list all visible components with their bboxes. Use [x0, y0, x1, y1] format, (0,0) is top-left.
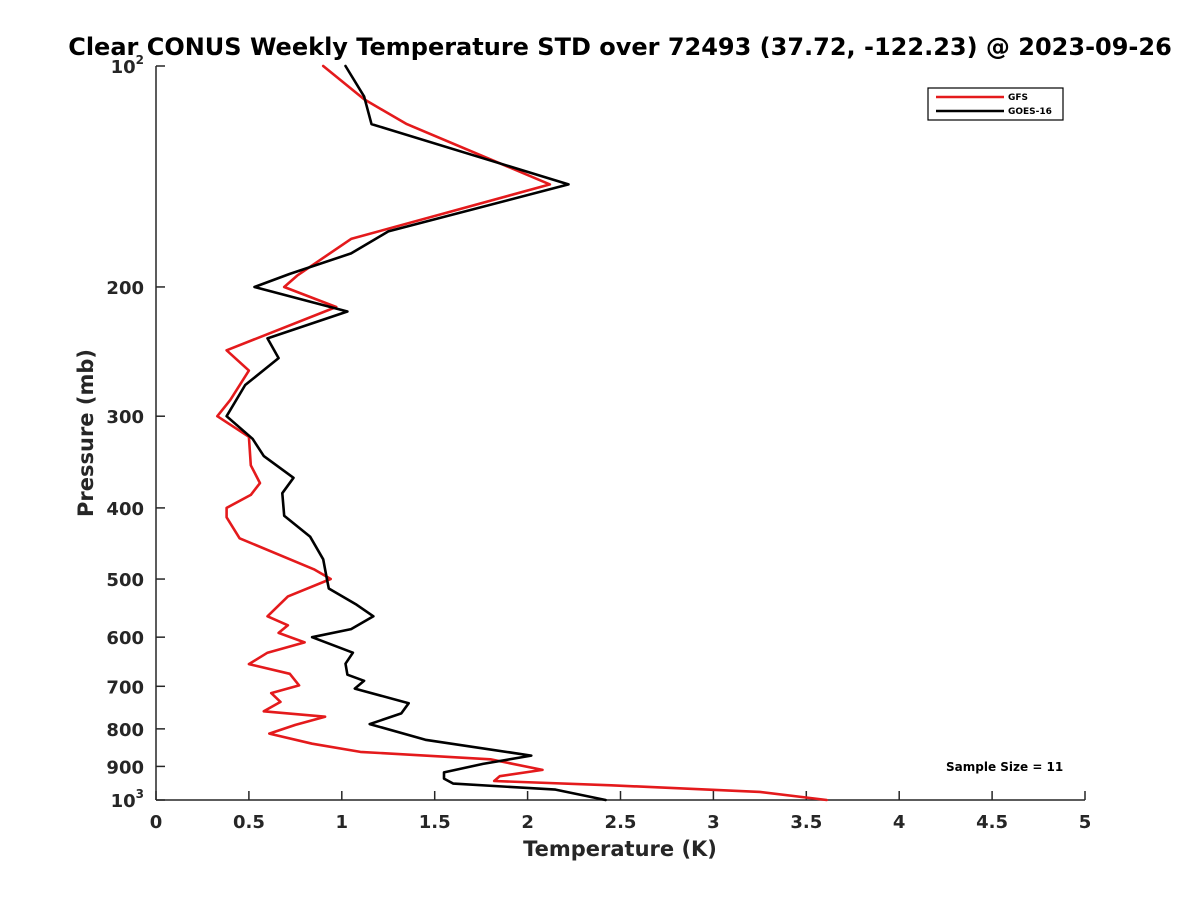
series-line-gfs — [216, 64, 828, 802]
x-tick-label: 4 — [893, 812, 906, 833]
y-tick-label: 700 — [106, 677, 144, 698]
x-tick-label: 0 — [150, 812, 163, 833]
x-tick-label: 5 — [1079, 812, 1092, 833]
legend-label-gfs: GFS — [1008, 93, 1028, 103]
y-tick-label: 103 — [111, 787, 144, 812]
y-tick-label: 800 — [106, 720, 144, 741]
y-tick-label: 600 — [106, 628, 144, 649]
y-tick-label: 102 — [111, 53, 144, 78]
legend-box — [927, 87, 1064, 121]
y-tick-label: 400 — [106, 499, 144, 520]
x-tick-label: 2.5 — [605, 812, 637, 833]
y-axis-label: Pressure (mb) — [74, 349, 98, 517]
legend-label-goes16: GOES-16 — [1008, 107, 1052, 117]
y-tick-label: 900 — [106, 757, 144, 778]
x-axis-label: Temperature (K) — [523, 837, 717, 861]
y-tick-label: 200 — [106, 278, 144, 299]
data-lines — [216, 64, 828, 802]
x-tick-label: 2 — [521, 812, 534, 833]
x-tick-label: 4.5 — [976, 812, 1008, 833]
sample-size-annotation: Sample Size = 11 — [946, 760, 1063, 774]
x-tick-label: 1 — [336, 812, 349, 833]
x-tick-label: 1.5 — [419, 812, 451, 833]
y-tick-label: 300 — [106, 407, 144, 428]
x-tick-label: 3 — [707, 812, 720, 833]
legend: GFS GOES-16 — [927, 87, 1064, 121]
x-tick-label: 0.5 — [233, 812, 265, 833]
series-line-goes16 — [225, 64, 607, 802]
y-tick-label: 500 — [106, 570, 144, 591]
x-tick-label: 3.5 — [790, 812, 822, 833]
plot-axes: 0 0.5 1 1.5 2 2.5 3 3.5 4 4.5 5 102 200 300 400 500 600 7… — [106, 53, 1091, 833]
chart-title: Clear CONUS Weekly Temperature STD over … — [68, 33, 1172, 61]
